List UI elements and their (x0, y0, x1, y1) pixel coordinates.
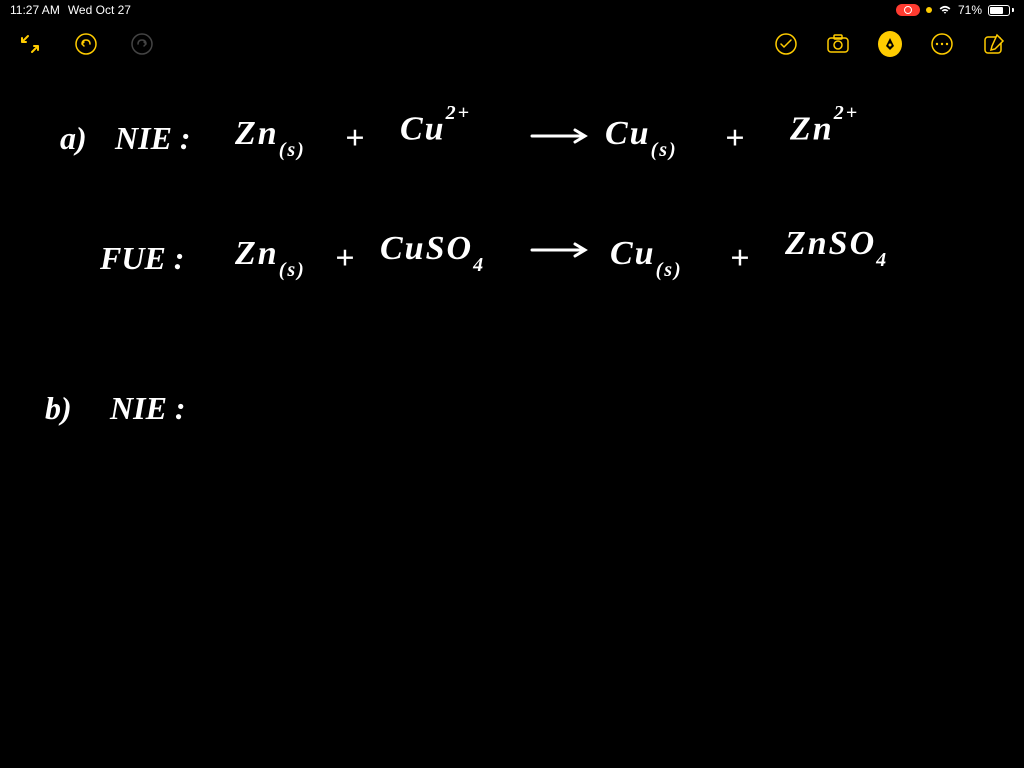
nie-a-plus2: + (725, 120, 746, 158)
nie-a-product1: Cu(s) (605, 115, 678, 158)
part-a-label: a) (60, 120, 87, 157)
more-icon[interactable] (930, 32, 954, 56)
undo-icon[interactable] (74, 32, 98, 56)
nie-prefix-a: NIE : (115, 120, 191, 157)
nie-a-plus1: + (345, 120, 366, 158)
toolbar-left (18, 32, 154, 56)
battery-icon (988, 5, 1014, 16)
compose-icon[interactable] (982, 32, 1006, 56)
fue-a-reactant2: CuSO4 (380, 230, 485, 273)
nie-a-reactant2: Cu2+ (400, 110, 471, 148)
fue-prefix-a: FUE : (100, 240, 184, 277)
fue-a-plus2: + (730, 240, 751, 278)
toolbar (0, 24, 1024, 64)
record-dot-icon (904, 6, 912, 14)
status-bar: 11:27 AM Wed Oct 27 71% (0, 0, 1024, 20)
battery-percent: 71% (958, 3, 982, 17)
camera-icon[interactable] (826, 32, 850, 56)
status-right: 71% (896, 3, 1014, 17)
wifi-icon (938, 5, 952, 15)
nie-prefix-b: NIE : (110, 390, 186, 427)
collapse-icon[interactable] (18, 32, 42, 56)
redo-icon[interactable] (130, 32, 154, 56)
nie-a-product2: Zn2+ (790, 110, 859, 148)
status-time: 11:27 AM (10, 3, 60, 17)
fue-a-product2: ZnSO4 (785, 225, 888, 268)
part-b-label: b) (45, 390, 72, 427)
screen-record-indicator[interactable] (896, 4, 920, 16)
nie-a-reactant1: Zn(s) (235, 115, 306, 158)
toolbar-right (774, 32, 1006, 56)
mic-indicator-icon (926, 7, 932, 13)
fue-a-arrow (530, 240, 590, 265)
nie-a-arrow (530, 120, 590, 154)
handwriting-canvas[interactable]: a) NIE : Zn(s) + Cu2+ Cu(s) + Zn2+ FUE :… (0, 70, 1024, 768)
checkmark-icon[interactable] (774, 32, 798, 56)
fue-a-product1: Cu(s) (610, 235, 683, 278)
status-date: Wed Oct 27 (68, 3, 131, 17)
fue-a-plus1: + (335, 240, 356, 278)
status-left: 11:27 AM Wed Oct 27 (10, 3, 131, 17)
fue-a-reactant1: Zn(s) (235, 235, 306, 278)
pen-tool-icon[interactable] (878, 32, 902, 56)
